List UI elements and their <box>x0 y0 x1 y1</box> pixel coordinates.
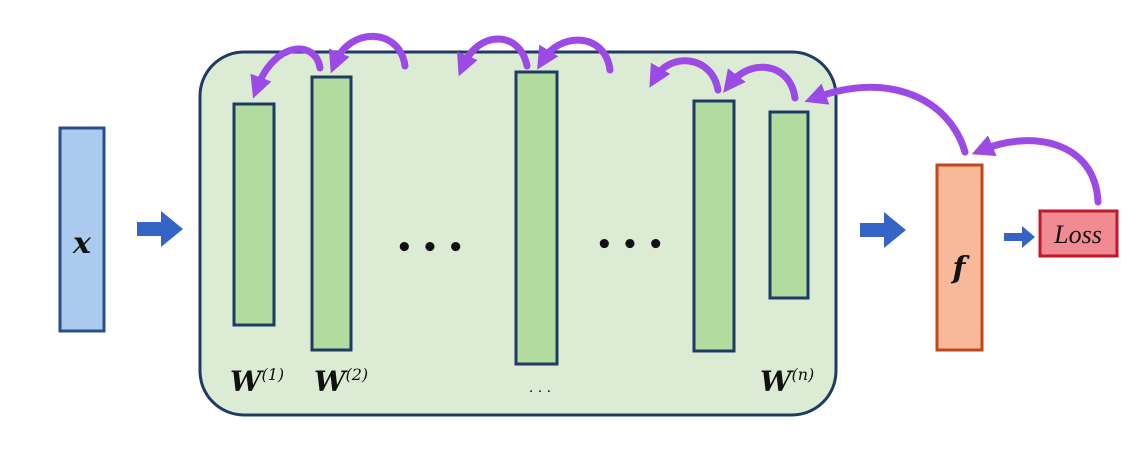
backprop-arrow-middle-to-dots <box>456 35 531 77</box>
forward-arrow-input <box>137 211 183 247</box>
weight-1-sup: (1) <box>261 365 284 384</box>
weight-2-base: W <box>314 365 348 398</box>
backprop-arrow-loss-to-f <box>971 135 1102 206</box>
weight-label-n: W(n) <box>760 365 814 398</box>
layer-w1 <box>232 102 276 327</box>
backprop-arrow-prev-to-dots <box>649 57 722 94</box>
weight-label-1: W(1) <box>230 365 284 398</box>
bottom-ellipsis: . . . <box>529 379 551 396</box>
weight-n-sup: (n) <box>791 365 814 384</box>
backprop-arrow-dots-to-w2 <box>328 32 409 74</box>
backprop-arrow-dots-to-middle <box>537 36 614 74</box>
middle-ellipsis-left: • • • <box>396 233 464 263</box>
output-f-box <box>935 163 984 352</box>
layer-w2 <box>310 75 353 352</box>
loss-label: Loss <box>1053 220 1102 249</box>
backprop-arrow-wn-to-prev <box>723 63 799 102</box>
layer-wn <box>768 110 810 300</box>
backprop-arrow-w2-to-w1 <box>250 45 324 99</box>
layer-n-minus-1 <box>692 99 736 353</box>
middle-ellipsis-right: • • • <box>596 230 664 260</box>
input-symbol: x <box>72 226 92 261</box>
weight-label-2: W(2) <box>314 365 368 398</box>
weight-1-base: W <box>230 365 264 398</box>
weight-2-sup: (2) <box>345 365 368 384</box>
layer-middle <box>514 70 559 366</box>
forward-arrow-output <box>860 212 906 248</box>
backprop-arrow-f-to-wn <box>804 83 969 156</box>
forward-arrow-loss <box>1004 226 1035 248</box>
input-box <box>58 126 106 333</box>
weight-n-base: W <box>760 365 794 398</box>
loss-box <box>1038 209 1119 258</box>
